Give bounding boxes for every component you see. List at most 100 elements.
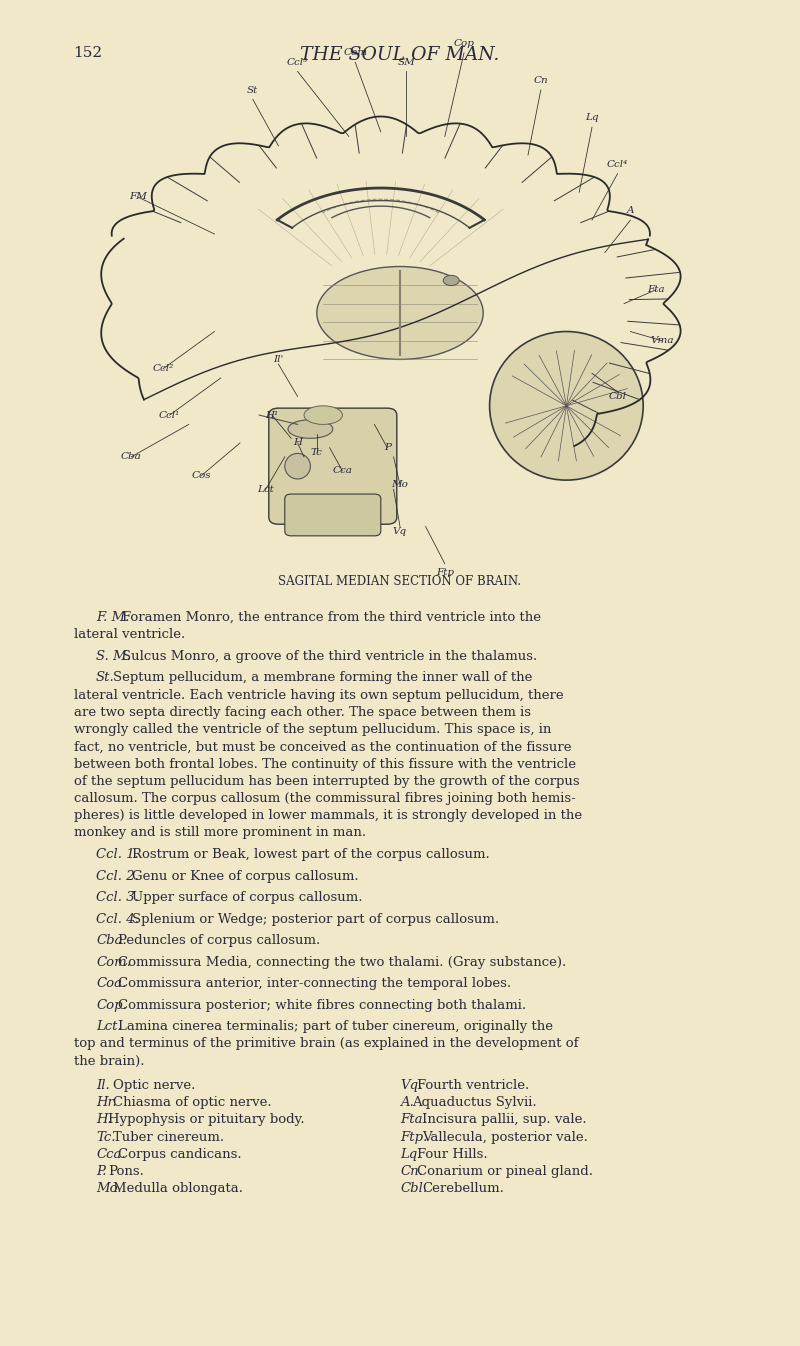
Text: Four Hills.: Four Hills. bbox=[417, 1148, 488, 1160]
Text: Vq: Vq bbox=[393, 526, 407, 536]
Text: of the septum pellucidum has been interrupted by the growth of the corpus: of the septum pellucidum has been interr… bbox=[74, 775, 579, 787]
Text: St: St bbox=[247, 86, 258, 94]
Text: S. M.: S. M. bbox=[96, 650, 131, 662]
Ellipse shape bbox=[288, 420, 333, 439]
Text: Cca.: Cca. bbox=[96, 1148, 126, 1160]
Text: Ccl. 2.: Ccl. 2. bbox=[96, 870, 139, 883]
Text: Rostrum or Beak, lowest part of the corpus callosum.: Rostrum or Beak, lowest part of the corp… bbox=[132, 848, 490, 861]
FancyBboxPatch shape bbox=[285, 494, 381, 536]
Text: H: H bbox=[293, 439, 302, 447]
Text: between both frontal lobes. The continuity of this fissure with the ventricle: between both frontal lobes. The continui… bbox=[74, 758, 576, 770]
Text: Aquaductus Sylvii.: Aquaductus Sylvii. bbox=[413, 1096, 537, 1109]
Ellipse shape bbox=[490, 331, 643, 481]
Ellipse shape bbox=[304, 406, 342, 424]
Text: Ccl. 4.: Ccl. 4. bbox=[96, 913, 139, 926]
Text: P.: P. bbox=[96, 1166, 106, 1178]
Text: Fourth ventricle.: Fourth ventricle. bbox=[417, 1079, 530, 1092]
Text: Septum pellucidum, a membrane forming the inner wall of the: Septum pellucidum, a membrane forming th… bbox=[113, 672, 533, 684]
Text: Lct: Lct bbox=[258, 485, 274, 494]
Text: Cerebellum.: Cerebellum. bbox=[422, 1182, 504, 1195]
Text: Splenium or Wedge; posterior part of corpus callosum.: Splenium or Wedge; posterior part of cor… bbox=[132, 913, 499, 926]
Text: Com: Com bbox=[343, 48, 367, 58]
Text: Hypophysis or pituitary body.: Hypophysis or pituitary body. bbox=[109, 1113, 305, 1127]
Text: Upper surface of corpus callosum.: Upper surface of corpus callosum. bbox=[132, 891, 362, 905]
Text: Tc.: Tc. bbox=[96, 1131, 115, 1144]
Text: Fta.: Fta. bbox=[400, 1113, 426, 1127]
Text: H¹: H¹ bbox=[266, 411, 278, 420]
Text: Commissura anterior, inter-connecting the temporal lobes.: Commissura anterior, inter-connecting th… bbox=[118, 977, 511, 991]
Text: Mo: Mo bbox=[391, 481, 409, 489]
Text: Cop.: Cop. bbox=[96, 999, 127, 1012]
Text: Tuber cinereum.: Tuber cinereum. bbox=[113, 1131, 224, 1144]
Text: callosum. The corpus callosum (the commissural fibres joining both hemis-: callosum. The corpus callosum (the commi… bbox=[74, 791, 575, 805]
Text: Incisura pallii, sup. vale.: Incisura pallii, sup. vale. bbox=[422, 1113, 586, 1127]
Text: Vma: Vma bbox=[650, 336, 674, 346]
Text: lateral ventricle. Each ventricle having its own septum pellucidum, there: lateral ventricle. Each ventricle having… bbox=[74, 689, 563, 701]
Text: Com.: Com. bbox=[96, 956, 131, 969]
Text: the brain).: the brain). bbox=[74, 1055, 144, 1067]
Text: SM: SM bbox=[398, 58, 415, 67]
Text: Coa.: Coa. bbox=[96, 977, 126, 991]
Text: Chiasma of optic nerve.: Chiasma of optic nerve. bbox=[113, 1096, 272, 1109]
Text: H.: H. bbox=[96, 1113, 112, 1127]
Text: Optic nerve.: Optic nerve. bbox=[113, 1079, 195, 1092]
Ellipse shape bbox=[317, 267, 483, 359]
Text: FM: FM bbox=[129, 192, 146, 202]
Text: P: P bbox=[384, 443, 390, 452]
Text: Il.: Il. bbox=[96, 1079, 110, 1092]
Text: THE SOUL OF MAN.: THE SOUL OF MAN. bbox=[300, 46, 500, 63]
Text: Sulcus Monro, a groove of the third ventricle in the thalamus.: Sulcus Monro, a groove of the third vent… bbox=[122, 650, 538, 662]
Text: Peduncles of corpus callosum.: Peduncles of corpus callosum. bbox=[118, 934, 320, 948]
Text: Ccl. 1.: Ccl. 1. bbox=[96, 848, 139, 861]
Ellipse shape bbox=[285, 454, 310, 479]
Text: A.: A. bbox=[400, 1096, 414, 1109]
Text: Lct.: Lct. bbox=[96, 1020, 122, 1034]
Text: Foramen Monro, the entrance from the third ventricle into the: Foramen Monro, the entrance from the thi… bbox=[122, 611, 542, 625]
Text: fact, no ventricle, but must be conceived as the continuation of the fissure: fact, no ventricle, but must be conceive… bbox=[74, 740, 571, 754]
Text: A: A bbox=[626, 206, 634, 215]
Ellipse shape bbox=[443, 276, 459, 285]
Text: St.: St. bbox=[96, 672, 114, 684]
Text: Lq.: Lq. bbox=[400, 1148, 422, 1160]
Text: Ftp: Ftp bbox=[436, 568, 454, 577]
Text: pheres) is little developed in lower mammals, it is strongly developed in the: pheres) is little developed in lower mam… bbox=[74, 809, 582, 822]
FancyBboxPatch shape bbox=[269, 408, 397, 524]
Text: Cca: Cca bbox=[333, 466, 352, 475]
Text: Ccl. 3.: Ccl. 3. bbox=[96, 891, 139, 905]
Text: Ftp.: Ftp. bbox=[400, 1131, 427, 1144]
Text: Conarium or pineal gland.: Conarium or pineal gland. bbox=[417, 1166, 593, 1178]
Text: top and terminus of the primitive brain (as explained in the development of: top and terminus of the primitive brain … bbox=[74, 1038, 578, 1050]
Text: Lamina cinerea terminalis; part of tuber cinereum, originally the: Lamina cinerea terminalis; part of tuber… bbox=[118, 1020, 553, 1034]
Text: Cba.: Cba. bbox=[96, 934, 126, 948]
Text: F. M.: F. M. bbox=[96, 611, 130, 625]
Text: Medulla oblongata.: Medulla oblongata. bbox=[113, 1182, 243, 1195]
Text: Hr.: Hr. bbox=[96, 1096, 117, 1109]
Text: Ccl¹: Ccl¹ bbox=[159, 411, 180, 420]
Text: SAGITAL MEDIAN SECTION OF BRAIN.: SAGITAL MEDIAN SECTION OF BRAIN. bbox=[278, 575, 522, 588]
Text: Cn: Cn bbox=[534, 77, 548, 85]
Text: Cop: Cop bbox=[454, 39, 474, 48]
Text: 152: 152 bbox=[74, 46, 102, 59]
Text: Ccl³: Ccl³ bbox=[287, 58, 308, 67]
Text: Commissura posterior; white fibres connecting both thalami.: Commissura posterior; white fibres conne… bbox=[118, 999, 526, 1012]
Text: Ccl⁴: Ccl⁴ bbox=[607, 160, 628, 168]
Text: Mo.: Mo. bbox=[96, 1182, 122, 1195]
Text: are two septa directly facing each other. The space between them is: are two septa directly facing each other… bbox=[74, 705, 530, 719]
Text: Vq.: Vq. bbox=[400, 1079, 422, 1092]
Text: Corpus candicans.: Corpus candicans. bbox=[118, 1148, 242, 1160]
Text: Il': Il' bbox=[274, 355, 283, 363]
Text: Cn.: Cn. bbox=[400, 1166, 423, 1178]
Text: Pons.: Pons. bbox=[109, 1166, 144, 1178]
Text: Commissura Media, connecting the two thalami. (Gray substance).: Commissura Media, connecting the two tha… bbox=[118, 956, 566, 969]
Text: Fta: Fta bbox=[647, 285, 665, 295]
Text: Cbl.: Cbl. bbox=[400, 1182, 427, 1195]
Text: Genu or Knee of corpus callosum.: Genu or Knee of corpus callosum. bbox=[132, 870, 358, 883]
Text: lateral ventricle.: lateral ventricle. bbox=[74, 629, 185, 641]
Text: monkey and is still more prominent in man.: monkey and is still more prominent in ma… bbox=[74, 826, 366, 840]
Text: Lq: Lq bbox=[586, 113, 598, 122]
Text: Ccl²: Ccl² bbox=[153, 365, 174, 373]
Text: Cba: Cba bbox=[121, 452, 142, 462]
Text: Cos: Cos bbox=[192, 471, 211, 481]
Text: wrongly called the ventricle of the septum pellucidum. This space is, in: wrongly called the ventricle of the sept… bbox=[74, 723, 551, 736]
Text: Tc: Tc bbox=[311, 448, 322, 456]
